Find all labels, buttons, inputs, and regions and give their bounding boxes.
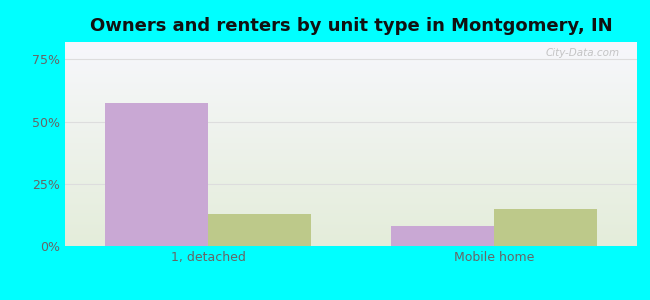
Legend: Owner occupied units, Renter occupied units: Owner occupied units, Renter occupied un… [175,297,527,300]
Bar [105,103,208,246]
Bar [391,226,494,246]
Title: Owners and renters by unit type in Montgomery, IN: Owners and renters by unit type in Montg… [90,17,612,35]
Bar [494,209,597,246]
Text: City-Data.com: City-Data.com [546,48,620,58]
Bar [208,214,311,246]
